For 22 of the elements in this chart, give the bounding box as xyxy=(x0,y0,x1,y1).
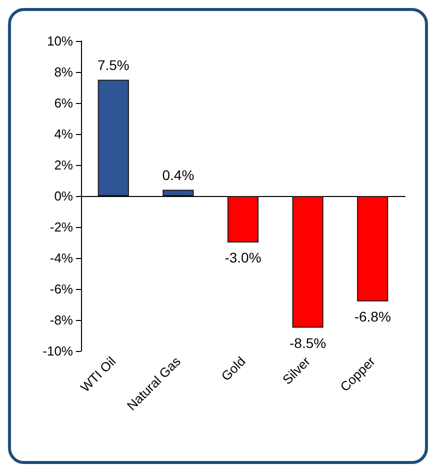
data-label: -3.0% xyxy=(224,250,262,266)
data-label: 0.4% xyxy=(162,166,194,183)
y-tick-label: 0% xyxy=(54,188,74,204)
bar xyxy=(357,196,388,302)
y-tick-label: 10% xyxy=(46,34,74,48)
y-tick-label: 8% xyxy=(54,64,74,80)
data-label: -8.5% xyxy=(290,334,326,351)
bar xyxy=(227,196,259,242)
y-tick-label: 2% xyxy=(54,158,74,172)
y-tick-label: 6% xyxy=(54,96,74,110)
bar xyxy=(98,80,129,196)
bar xyxy=(162,190,194,196)
y-tick-label: -6% xyxy=(50,282,74,296)
y-tick-label: -2% xyxy=(50,220,74,234)
data-label: -6.8% xyxy=(354,308,391,324)
y-tick-label: -10% xyxy=(42,344,74,358)
y-tick-label: 4% xyxy=(54,126,74,142)
bar xyxy=(292,196,324,328)
y-tick-label: -8% xyxy=(50,312,74,328)
data-label: 7.5% xyxy=(97,56,130,73)
y-tick-label: -4% xyxy=(50,250,74,266)
x-tick-label: WTI Oil xyxy=(77,354,119,395)
